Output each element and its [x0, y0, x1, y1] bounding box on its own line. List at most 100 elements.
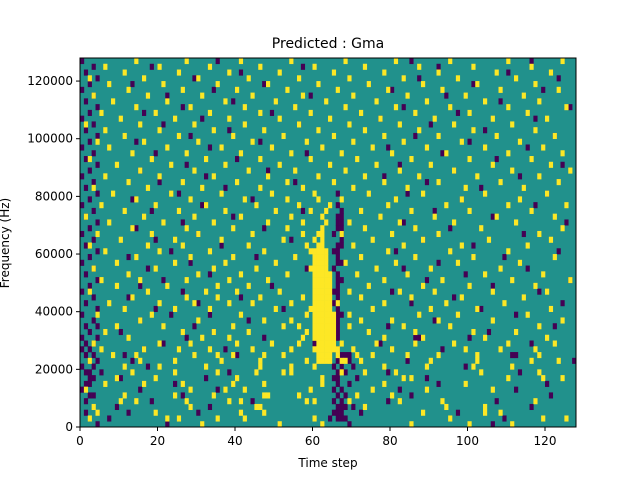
heatmap-cell-high [378, 115, 383, 122]
heatmap-cell-low [517, 173, 523, 180]
heatmap-cell-low [490, 421, 495, 428]
heatmap-cell-high [514, 328, 519, 336]
heatmap-cell-high [335, 300, 340, 307]
heatmap-cell-low [83, 323, 89, 330]
heatmap-cell-low [130, 196, 135, 203]
heatmap-cell-high [362, 173, 368, 180]
heatmap-cell-high [506, 340, 511, 347]
heatmap-cell-low [560, 300, 565, 307]
heatmap-cell-low [130, 357, 135, 364]
heatmap-cell-low [169, 311, 174, 318]
heatmap-cell-high [238, 409, 244, 416]
heatmap-cell-low [339, 225, 344, 232]
heatmap-cell-high [312, 63, 317, 70]
heatmap-cell-high [529, 357, 534, 364]
heatmap-cell-low [83, 409, 89, 416]
heatmap-cell-high [142, 346, 147, 353]
heatmap-cell-low [238, 69, 244, 76]
heatmap-cell-low [235, 156, 240, 163]
heatmap-cell-high [176, 69, 182, 76]
heatmap-cell-low [335, 403, 340, 411]
heatmap-cell-high [114, 375, 120, 382]
heatmap-cell-low [331, 363, 337, 370]
heatmap-cell-high [548, 305, 554, 312]
heatmap-cell-high [196, 271, 201, 278]
heatmap-cell-low [339, 409, 344, 416]
heatmap-cell-low [506, 69, 511, 76]
heatmap-cell-low [83, 271, 89, 278]
heatmap-cell-high [521, 294, 526, 301]
heatmap-cell-high [316, 357, 321, 364]
heatmap-cell-low [91, 294, 96, 301]
heatmap-cell-high [250, 138, 255, 145]
heatmap-cell-high [95, 311, 100, 318]
heatmap-cell-high [320, 248, 325, 255]
heatmap-cell-high [393, 369, 399, 376]
heatmap-cell-low [161, 340, 166, 347]
heatmap-cell-high [328, 334, 333, 341]
heatmap-cell-high [145, 242, 151, 249]
heatmap-cell-high [289, 150, 294, 157]
heatmap-cell-low [355, 375, 360, 382]
heatmap-cell-low [184, 334, 189, 341]
heatmap-cell-high [262, 317, 267, 324]
heatmap-cell-high [537, 323, 542, 330]
heatmap-cell-high [448, 248, 453, 255]
heatmap-cell-high [486, 236, 492, 243]
heatmap-cell-high [432, 288, 437, 295]
heatmap-cell-low [467, 138, 472, 145]
heatmap-cell-high [421, 81, 426, 88]
heatmap-cell-high [421, 282, 426, 289]
heatmap-cell-high [552, 340, 557, 347]
heatmap-cell-high [281, 352, 286, 359]
heatmap-cell-low [393, 248, 399, 255]
heatmap-cell-low [83, 127, 89, 134]
heatmap-cell-high [289, 317, 294, 324]
heatmap-cell-low [91, 317, 96, 324]
heatmap-cell-low [548, 392, 554, 399]
heatmap-cell-high [475, 357, 480, 364]
heatmap-cell-high [556, 357, 561, 364]
heatmap-cell-high [285, 196, 290, 203]
heatmap-cell-high [297, 121, 302, 128]
heatmap-cell-low [339, 403, 344, 411]
heatmap-cell-low [95, 75, 100, 82]
heatmap-cell-high [397, 398, 402, 405]
heatmap-cell-high [525, 242, 530, 249]
heatmap-cell-high [328, 340, 333, 347]
heatmap-cell-high [413, 254, 418, 261]
heatmap-cell-high [87, 75, 92, 82]
heatmap-cell-high [328, 271, 333, 278]
heatmap-cell-low [428, 121, 433, 128]
heatmap-cell-low [409, 392, 414, 399]
heatmap-cell-high [266, 277, 271, 284]
heatmap-cell-high [498, 265, 503, 272]
heatmap-cell-high [324, 282, 329, 289]
heatmap-cell-high [211, 219, 216, 226]
heatmap-cell-high [103, 328, 108, 336]
heatmap-cell-high [207, 63, 213, 70]
heatmap-cell-low [114, 403, 120, 411]
heatmap-cell-high [320, 305, 325, 312]
heatmap-cell-high [122, 69, 127, 76]
heatmap-cell-high [312, 265, 317, 272]
heatmap-cell-high [91, 340, 96, 347]
heatmap-cell-low [80, 86, 85, 93]
heatmap-cell-high [254, 403, 259, 411]
heatmap-cell-low [335, 282, 340, 289]
heatmap-cell-high [541, 271, 546, 278]
heatmap-cell-high [304, 328, 309, 336]
heatmap-cell-high [312, 248, 317, 255]
heatmap-cell-high [200, 184, 205, 191]
heatmap-cell-high [452, 121, 457, 128]
heatmap-cell-high [118, 236, 123, 243]
heatmap-cell-high [440, 86, 445, 93]
heatmap-cell-high [149, 311, 154, 318]
heatmap-cell-high [289, 213, 294, 220]
heatmap-cell-high [320, 271, 325, 278]
heatmap-cell-low [138, 386, 143, 393]
heatmap-cell-high [355, 271, 360, 278]
heatmap-cell-high [184, 294, 189, 301]
heatmap-cell-low [339, 236, 344, 243]
heatmap-cell-high [564, 202, 569, 209]
